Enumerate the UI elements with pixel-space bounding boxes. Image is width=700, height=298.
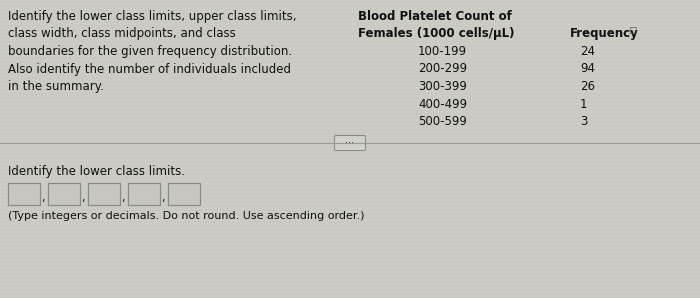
Text: 26: 26 (580, 80, 595, 93)
Text: class width, class midpoints, and class: class width, class midpoints, and class (8, 27, 236, 41)
Text: Identify the lower class limits.: Identify the lower class limits. (8, 165, 185, 178)
Bar (168, 183, 200, 205)
Text: boundaries for the given frequency distribution.: boundaries for the given frequency distr… (8, 45, 292, 58)
Text: Frequency: Frequency (570, 27, 638, 41)
Text: 94: 94 (580, 63, 595, 75)
Text: in the summary.: in the summary. (8, 80, 104, 93)
Text: 200-299: 200-299 (418, 63, 467, 75)
Bar (48, 183, 80, 205)
Text: 3: 3 (580, 115, 587, 128)
Text: Also identify the number of individuals included: Also identify the number of individuals … (8, 63, 291, 75)
Bar (8, 183, 40, 205)
Bar (88, 183, 120, 205)
Text: 300-399: 300-399 (418, 80, 467, 93)
Text: ···: ··· (346, 138, 354, 148)
Text: Blood Platelet Count of: Blood Platelet Count of (358, 10, 512, 23)
Text: 24: 24 (580, 45, 595, 58)
Text: Identify the lower class limits, upper class limits,: Identify the lower class limits, upper c… (8, 10, 297, 23)
Text: ,: , (41, 193, 45, 203)
Bar (128, 183, 160, 205)
Text: (Type integers or decimals. Do not round. Use ascending order.): (Type integers or decimals. Do not round… (8, 211, 365, 221)
FancyBboxPatch shape (335, 136, 365, 150)
Text: 100-199: 100-199 (418, 45, 467, 58)
Text: ,: , (81, 193, 85, 203)
Text: □: □ (628, 26, 636, 35)
Text: ,: , (161, 193, 164, 203)
Text: ,: , (121, 193, 125, 203)
Text: 400-499: 400-499 (418, 97, 467, 111)
Text: 500-599: 500-599 (418, 115, 467, 128)
Text: Females (1000 cells/μL): Females (1000 cells/μL) (358, 27, 514, 41)
Text: 1: 1 (580, 97, 587, 111)
